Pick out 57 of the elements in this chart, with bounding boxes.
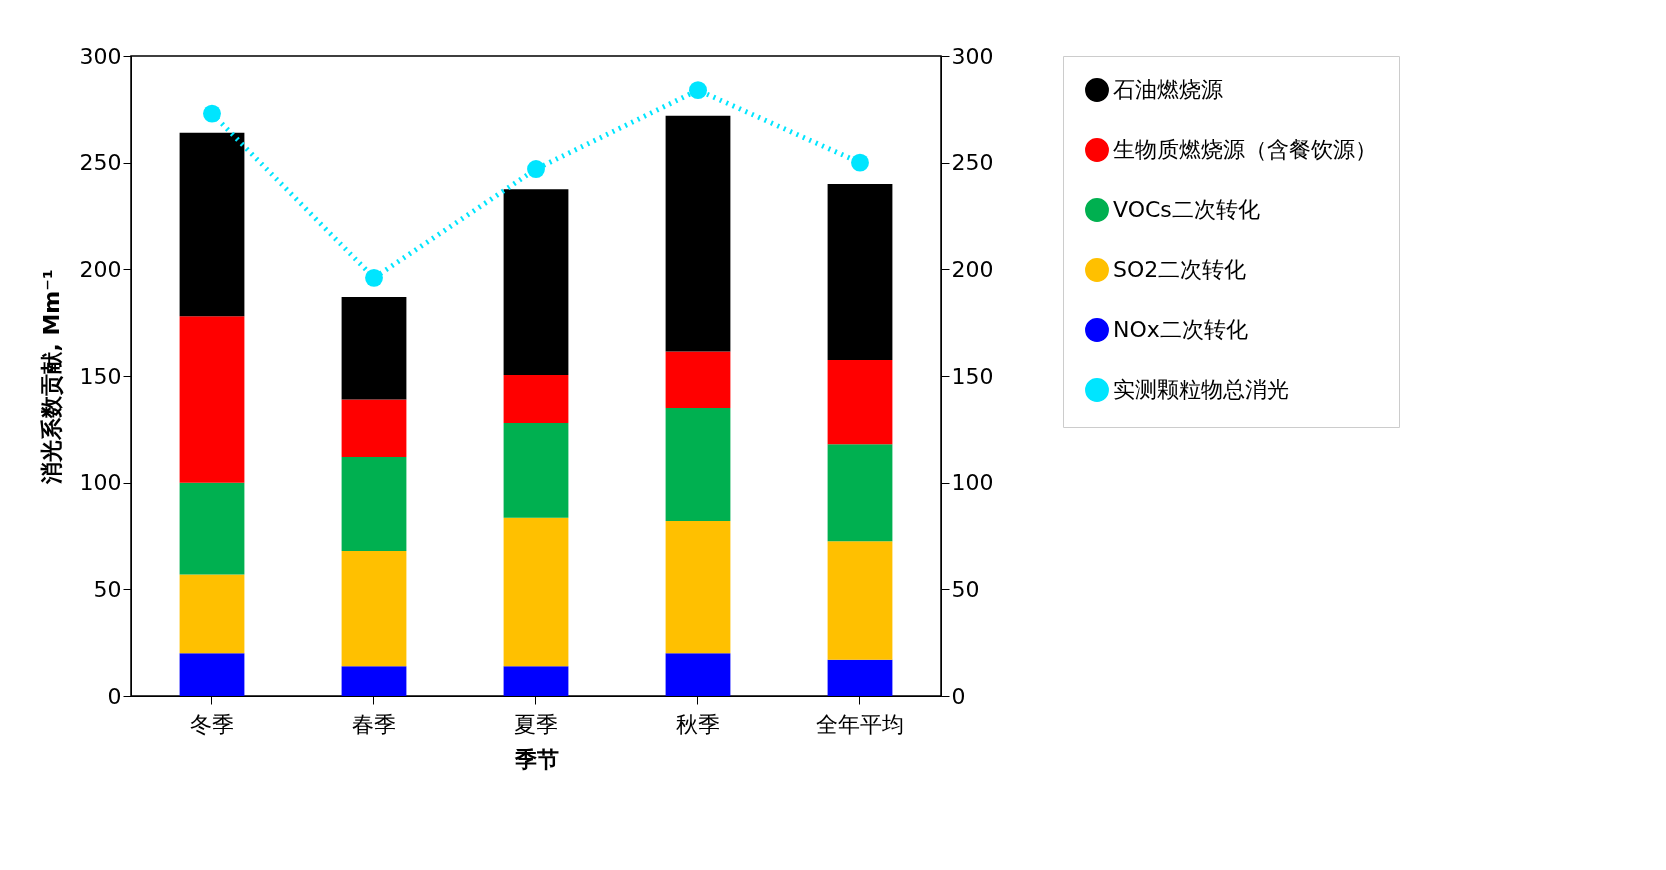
legend-label: NOx二次转化: [1113, 317, 1248, 342]
bar: [179, 132, 245, 317]
x-axis-title: 季节: [513, 746, 559, 772]
bar: [341, 399, 407, 458]
bar: [665, 351, 731, 408]
bar: [827, 184, 893, 360]
y2-tick-label: 100: [951, 470, 994, 496]
y-tick-label: 200: [79, 256, 122, 282]
x-tick-label: 夏季: [514, 711, 558, 737]
bar: [503, 666, 569, 696]
y-tick-label: 150: [79, 363, 122, 389]
bar: [827, 541, 893, 660]
bar: [503, 422, 569, 518]
bar: [503, 374, 569, 423]
bar: [503, 189, 569, 375]
bar: [341, 550, 407, 667]
bar: [827, 360, 893, 445]
bar: [179, 482, 245, 575]
bar: [179, 653, 245, 696]
bar: [179, 316, 245, 483]
y2-tick-label: 300: [951, 43, 994, 69]
y-tick-label: 100: [79, 470, 122, 496]
y2-tick-label: 250: [951, 150, 994, 176]
legend-label: 生物质燃烧源（含餐饮源）: [1113, 137, 1377, 162]
y-axis-title: 消光系数贡献, Mm⁻¹: [38, 269, 64, 485]
bar: [665, 115, 731, 352]
x-tick-label: 冬季: [190, 711, 234, 737]
bar: [827, 444, 893, 542]
x-tick-label: 春季: [352, 711, 396, 737]
point: [203, 104, 221, 123]
y-tick-label: 250: [79, 150, 122, 176]
point: [527, 160, 545, 178]
legend-label: VOCs二次转化: [1113, 197, 1260, 222]
y2-tick-label: 150: [951, 363, 994, 389]
bar: [503, 517, 569, 667]
legend-label: 实测颗粒物总消光: [1113, 377, 1289, 402]
y2-tick-label: 0: [951, 683, 966, 709]
y2-tick-label: 50: [951, 576, 980, 602]
bar: [341, 666, 407, 696]
point: [851, 153, 869, 172]
y2-tick-label: 200: [951, 256, 994, 282]
bar: [179, 574, 245, 654]
legend-label: 石油燃烧源: [1113, 77, 1223, 102]
y-tick-label: 50: [93, 576, 122, 602]
bar: [827, 659, 893, 696]
bar: [341, 297, 407, 400]
point: [689, 81, 707, 100]
x-tick-label: 全年平均: [816, 711, 904, 737]
y-tick-label: 300: [79, 43, 122, 69]
bar: [665, 521, 731, 654]
x-tick-label: 秋季: [676, 711, 720, 737]
bar: [341, 457, 407, 551]
point: [365, 268, 383, 287]
bar: [665, 408, 731, 522]
bar: [665, 653, 731, 696]
legend-label: SO2二次转化: [1113, 257, 1247, 282]
y-tick-label: 0: [107, 683, 122, 709]
